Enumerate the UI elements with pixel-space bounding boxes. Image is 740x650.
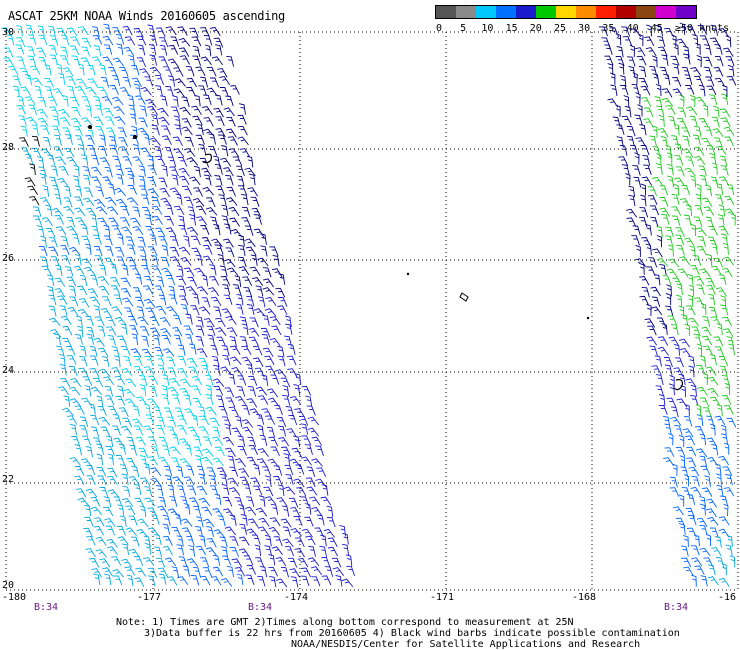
legend-swatch <box>676 6 696 18</box>
lon-label-165: -16 <box>718 592 737 603</box>
lat-label-22: 22 <box>2 474 15 485</box>
lon-label-180: -180 <box>2 592 27 603</box>
lat-label-30: 30 <box>2 27 15 38</box>
legend-swatch <box>496 6 516 18</box>
lat-label-24: 24 <box>2 365 15 376</box>
legend-label: 10 <box>481 23 494 34</box>
wind-barb-group <box>165 22 737 336</box>
island-dot <box>406 272 410 276</box>
note-line-2: 3)Data buffer is 22 hrs from 20160605 4)… <box>144 628 680 639</box>
legend-swatch <box>556 6 576 18</box>
island-dot <box>88 125 92 129</box>
legend-label: 0 <box>435 23 443 34</box>
legend-label: 45 <box>650 23 663 34</box>
legend-color-bar <box>435 5 697 19</box>
note-line-1: Note: 1) Times are GMT 2)Times along bot… <box>116 617 574 628</box>
wind-barb-group <box>38 23 737 587</box>
map-title: ASCAT 25KM NOAA Winds 20160605 ascending <box>8 9 285 23</box>
lat-label-20: 20 <box>2 580 15 591</box>
legend-label: 30 <box>578 23 591 34</box>
legend-label: 5 <box>460 23 467 34</box>
legend-label: 25 <box>553 23 567 34</box>
legend-swatch <box>636 6 656 18</box>
pass-label-1: B:34 <box>34 602 59 613</box>
note-line-3: NOAA/NESDIS/Center for Satellite Applica… <box>291 639 641 650</box>
island-outline <box>459 292 469 302</box>
legend-swatch <box>476 6 496 18</box>
legend-swatch <box>596 6 616 18</box>
wind-speed-legend: 0 5 10 15 20 25 30 35 40 45 ≥50 knots <box>435 5 729 35</box>
legend-swatch <box>436 6 456 18</box>
legend-label: 20 <box>529 23 542 34</box>
legend-label: 35 <box>602 23 615 34</box>
lon-label-177: -177 <box>137 592 162 603</box>
legend-swatch <box>516 6 536 18</box>
wind-barb-group <box>21 134 736 588</box>
island-outline <box>673 379 683 391</box>
legend-label: 40 <box>626 23 639 34</box>
island-dot <box>586 316 590 320</box>
wind-barb-group <box>1 24 225 468</box>
wind-barbs <box>1 22 737 588</box>
legend-swatch <box>656 6 676 18</box>
legend-swatch <box>616 6 636 18</box>
lat-label-26: 26 <box>2 253 15 264</box>
lon-label-171: -171 <box>430 592 455 603</box>
pass-label-2: B:34 <box>248 602 273 613</box>
wind-barb-group <box>19 135 40 206</box>
lon-label-168: -168 <box>572 592 597 603</box>
island-dot <box>133 135 137 139</box>
legend-swatch <box>536 6 556 18</box>
wind-barb-group <box>122 24 699 588</box>
legend-swatch <box>576 6 596 18</box>
island-outline <box>202 153 212 164</box>
wind-barb-group <box>641 93 737 418</box>
legend-label: 15 <box>505 23 518 34</box>
lat-label-28: 28 <box>2 142 15 153</box>
legend-swatch <box>456 6 476 18</box>
pass-label-3: B:34 <box>664 602 689 613</box>
lon-label-174: -174 <box>284 592 309 603</box>
